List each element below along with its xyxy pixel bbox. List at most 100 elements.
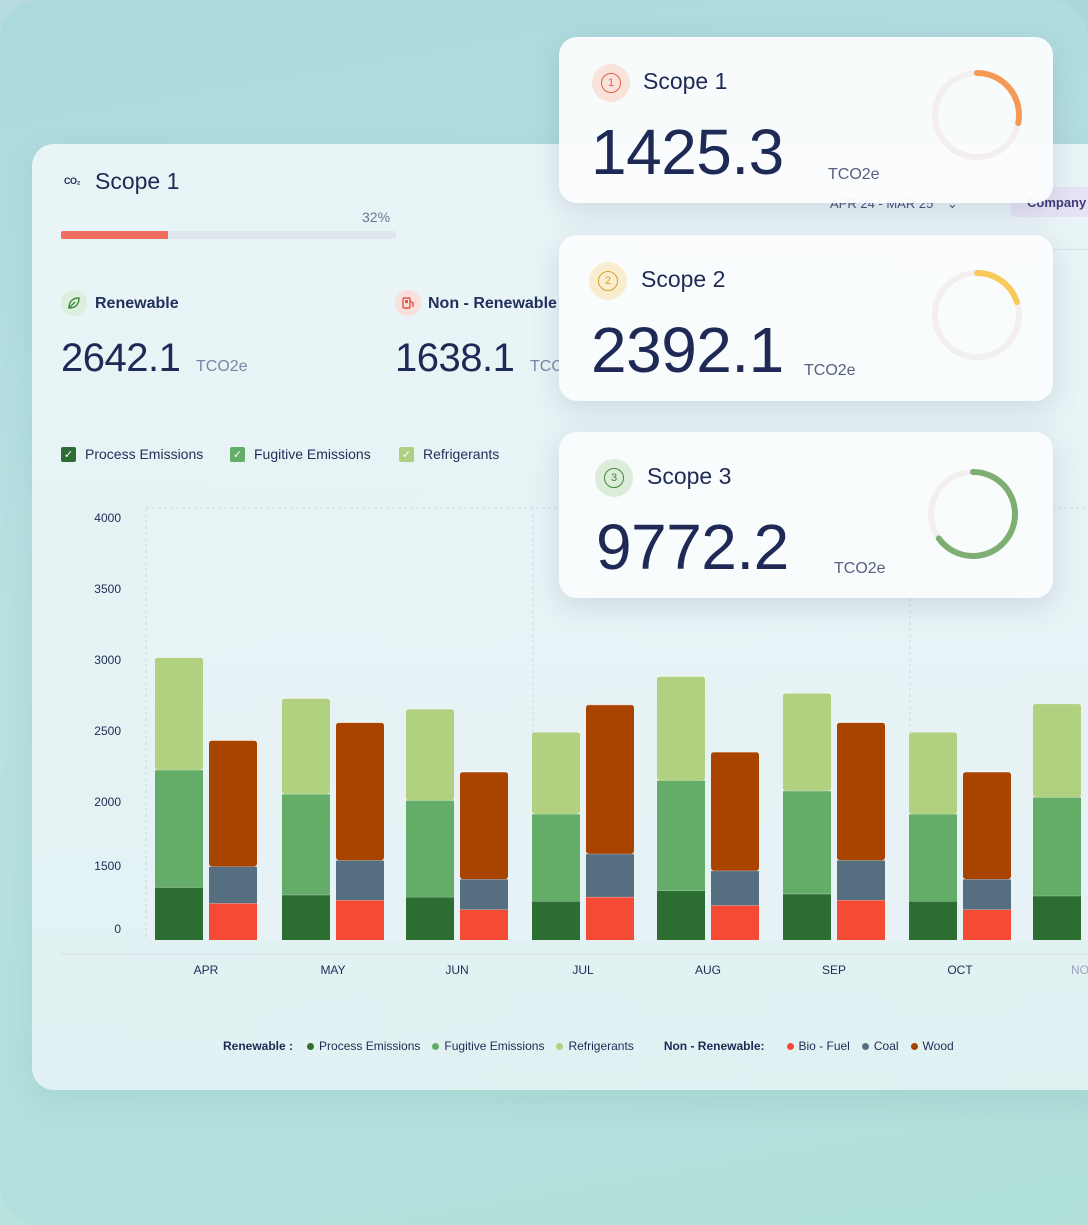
x-tick-label: JUL <box>572 963 594 977</box>
y-tick-label: 0 <box>114 922 121 936</box>
y-tick-label: 4000 <box>94 511 121 525</box>
scope-1-card[interactable]: 1 Scope 1 1425.3 TCO2e <box>559 37 1053 203</box>
legend-dot <box>910 1042 918 1050</box>
bar-segment[interactable] <box>1033 797 1081 896</box>
bar-segment[interactable] <box>282 698 330 795</box>
legend-item: Wood <box>910 1039 954 1053</box>
bar-segment[interactable] <box>783 790 831 894</box>
bar-segment[interactable] <box>406 896 454 940</box>
legend-item-label: Wood <box>922 1039 954 1053</box>
toggle-refrigerants[interactable]: ✓ Refrigerants <box>399 446 499 462</box>
bar-segment[interactable] <box>1033 895 1081 940</box>
scope-3-card[interactable]: 3 Scope 3 9772.2 TCO2e <box>559 432 1053 598</box>
bar-segment[interactable] <box>657 676 705 781</box>
scope-1-badge-icon: 1 <box>592 64 630 102</box>
legend-item: Coal <box>861 1039 899 1053</box>
bar-segment[interactable] <box>460 879 508 910</box>
bar-segment[interactable] <box>155 887 203 941</box>
legend-item: Fugitive Emissions <box>432 1039 544 1053</box>
bar-segment[interactable] <box>783 693 831 791</box>
toggle-label: Refrigerants <box>423 446 500 462</box>
checkbox-icon: ✓ <box>399 446 414 462</box>
scope-title: Scope 3 <box>647 463 732 489</box>
bar-segment[interactable] <box>460 772 508 880</box>
legend-item-label: Coal <box>873 1039 899 1053</box>
scope-1-ring-gauge <box>932 70 1022 160</box>
bar-segment[interactable] <box>837 722 885 861</box>
renewable-value: 2642.1 <box>61 336 181 380</box>
bar-segment[interactable] <box>909 732 957 814</box>
bar-segment[interactable] <box>783 893 831 940</box>
scope-value: 9772.2 <box>596 511 789 583</box>
bar-segment[interactable] <box>209 903 257 940</box>
scope-2-card[interactable]: 2 Scope 2 2392.1 TCO2e <box>559 235 1053 401</box>
bar-segment[interactable] <box>586 896 634 940</box>
toggle-process-emissions[interactable]: ✓ Process Emissions <box>61 446 203 462</box>
legend-dot <box>556 1042 564 1050</box>
bar-segment[interactable] <box>532 814 580 902</box>
bar-segment[interactable] <box>586 853 634 897</box>
bar-segment[interactable] <box>532 732 580 814</box>
legend-dot <box>861 1042 869 1050</box>
toggle-fugitive-emissions[interactable]: ✓ Fugitive Emissions <box>230 446 371 462</box>
scope-value: 1425.3 <box>591 116 784 188</box>
chevron-down-icon: ⌄ <box>946 196 958 211</box>
bar-segment[interactable] <box>837 860 885 901</box>
bar-segment[interactable] <box>336 722 384 861</box>
legend-item-label: Fugitive Emissions <box>444 1039 545 1053</box>
bar-segment[interactable] <box>209 866 257 904</box>
bar-segment[interactable] <box>532 901 580 940</box>
toggle-label: Process Emissions <box>85 446 204 462</box>
bar-segment[interactable] <box>963 879 1011 910</box>
x-tick-label: MAY <box>320 963 345 977</box>
scope-2-ring-gauge <box>932 270 1022 360</box>
checkbox-icon: ✓ <box>230 446 245 462</box>
legend-item-label: Bio - Fuel <box>798 1039 850 1053</box>
scope-unit: TCO2e <box>834 560 886 577</box>
renewable-label: Renewable <box>95 295 179 312</box>
fuel-pump-icon <box>395 290 421 316</box>
scope-value: 2392.1 <box>591 314 784 386</box>
bar-segment[interactable] <box>336 900 384 940</box>
legend-non-renewable-label: Non - Renewable: <box>663 1039 765 1053</box>
bar-segment[interactable] <box>711 752 759 871</box>
bar-segment[interactable] <box>155 657 203 770</box>
leaf-icon <box>61 290 87 316</box>
bar-segment[interactable] <box>963 772 1011 880</box>
scope-3-badge-icon: 3 <box>595 459 633 497</box>
bar-segment[interactable] <box>657 890 705 940</box>
bar-segment[interactable] <box>909 814 957 902</box>
bar-segment[interactable] <box>837 900 885 940</box>
bar-segment[interactable] <box>460 909 508 940</box>
bar-segment[interactable] <box>657 780 705 891</box>
bar-segment[interactable] <box>711 905 759 940</box>
progress-bar <box>61 231 396 239</box>
legend-dot <box>786 1042 794 1050</box>
x-tick-label: APR <box>194 963 219 977</box>
bar-segment[interactable] <box>963 909 1011 940</box>
bar-segment[interactable] <box>282 794 330 895</box>
y-tick-label: 3000 <box>94 653 121 667</box>
x-tick-label: AUG <box>695 963 721 977</box>
progress-percent: 32% <box>362 209 391 225</box>
non-renewable-label: Non - Renewable <box>428 295 557 312</box>
bar-segment[interactable] <box>586 704 634 854</box>
co2-icon: CO₂ <box>64 176 81 186</box>
bar-segment[interactable] <box>711 870 759 906</box>
bar-segment[interactable] <box>209 740 257 867</box>
bar-segment[interactable] <box>155 769 203 888</box>
bar-segment[interactable] <box>1033 703 1081 798</box>
bar-segment[interactable] <box>336 860 384 901</box>
legend-dot <box>307 1042 315 1050</box>
bar-segment[interactable] <box>909 901 957 940</box>
chart-legend: Renewable : Process Emissions Fugitive E… <box>223 1039 966 1053</box>
bar-segment[interactable] <box>282 894 330 940</box>
legend-dot <box>432 1042 440 1050</box>
legend-item: Refrigerants <box>556 1039 634 1053</box>
scope-unit: TCO2e <box>804 362 856 379</box>
bar-segment[interactable] <box>406 709 454 801</box>
legend-item-label: Refrigerants <box>568 1039 634 1053</box>
scope-3-ring-gauge <box>928 469 1018 559</box>
scope-2-badge-icon: 2 <box>589 262 627 300</box>
bar-segment[interactable] <box>406 800 454 897</box>
